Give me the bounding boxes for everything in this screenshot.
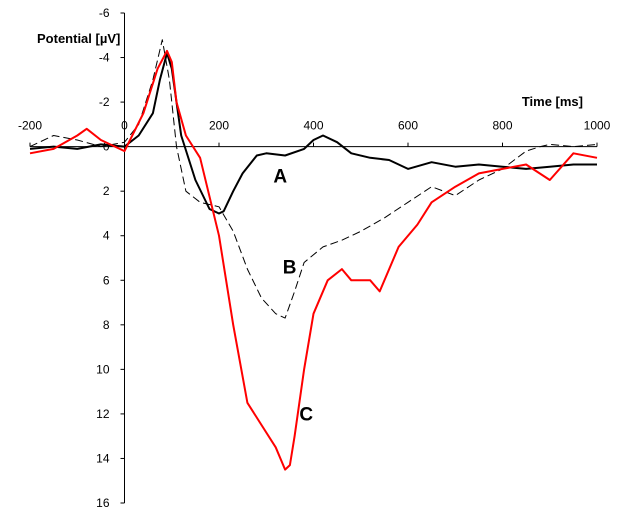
y-ticks: -6 -4 -2 0 2 4 6 8 10 12 14 16 — [96, 6, 125, 509]
y-tick-label: -6 — [99, 6, 110, 20]
curve-label-a: A — [273, 166, 287, 187]
y-tick-label: 0 — [103, 140, 110, 154]
y-tick-label: 8 — [103, 318, 110, 332]
series-line-c — [29, 49, 598, 471]
y-tick-label: -4 — [99, 51, 110, 65]
curve-label-c: C — [299, 405, 313, 426]
series-line-b — [29, 39, 598, 319]
axes — [30, 13, 597, 503]
y-tick-label: 2 — [103, 184, 110, 198]
x-tick-label: 200 — [209, 119, 229, 133]
series-line-a — [29, 52, 597, 215]
y-tick-label: 6 — [103, 273, 110, 287]
x-tick-label: 0 — [121, 119, 128, 133]
x-tick-label: 800 — [492, 119, 512, 133]
y-tick-label: 4 — [103, 229, 110, 243]
x-tick-label: -200 — [18, 119, 42, 133]
x-tick-label: 1000 — [584, 119, 611, 133]
x-axis-title: Time [ms] — [522, 94, 583, 109]
y-tick-label: 14 — [96, 451, 110, 465]
curve-label-b: B — [283, 258, 297, 279]
x-ticks: -200 0 200 400 600 800 1000 — [18, 119, 611, 147]
series-layer — [29, 39, 598, 471]
x-tick-label: 400 — [303, 119, 323, 133]
x-tick-label: 600 — [398, 119, 418, 133]
y-axis-title: Potential [µV] — [37, 31, 120, 46]
annotation-layer: A B C — [273, 166, 313, 425]
y-tick-label: -2 — [99, 95, 110, 109]
y-tick-label: 10 — [96, 362, 110, 376]
y-tick-label: 16 — [96, 496, 110, 509]
y-tick-label: 12 — [96, 407, 110, 421]
